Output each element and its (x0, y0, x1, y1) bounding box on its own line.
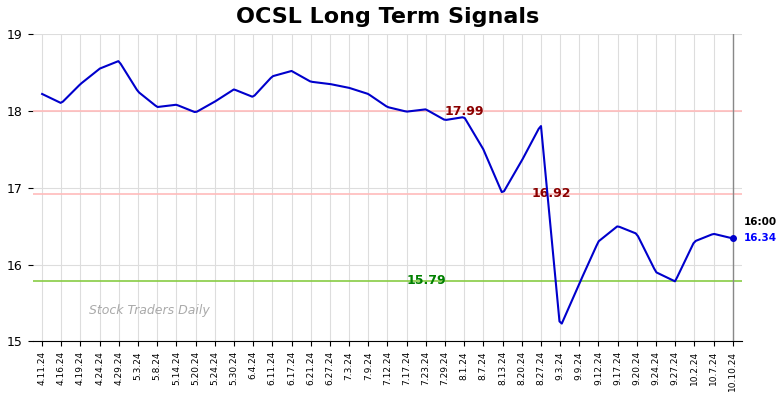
Text: 16.92: 16.92 (532, 187, 571, 200)
Title: OCSL Long Term Signals: OCSL Long Term Signals (236, 7, 539, 27)
Text: Stock Traders Daily: Stock Traders Daily (89, 304, 210, 317)
Text: 16:00: 16:00 (744, 217, 777, 227)
Text: 17.99: 17.99 (445, 105, 485, 118)
Text: 16.34: 16.34 (744, 233, 777, 244)
Text: 15.79: 15.79 (407, 274, 446, 287)
